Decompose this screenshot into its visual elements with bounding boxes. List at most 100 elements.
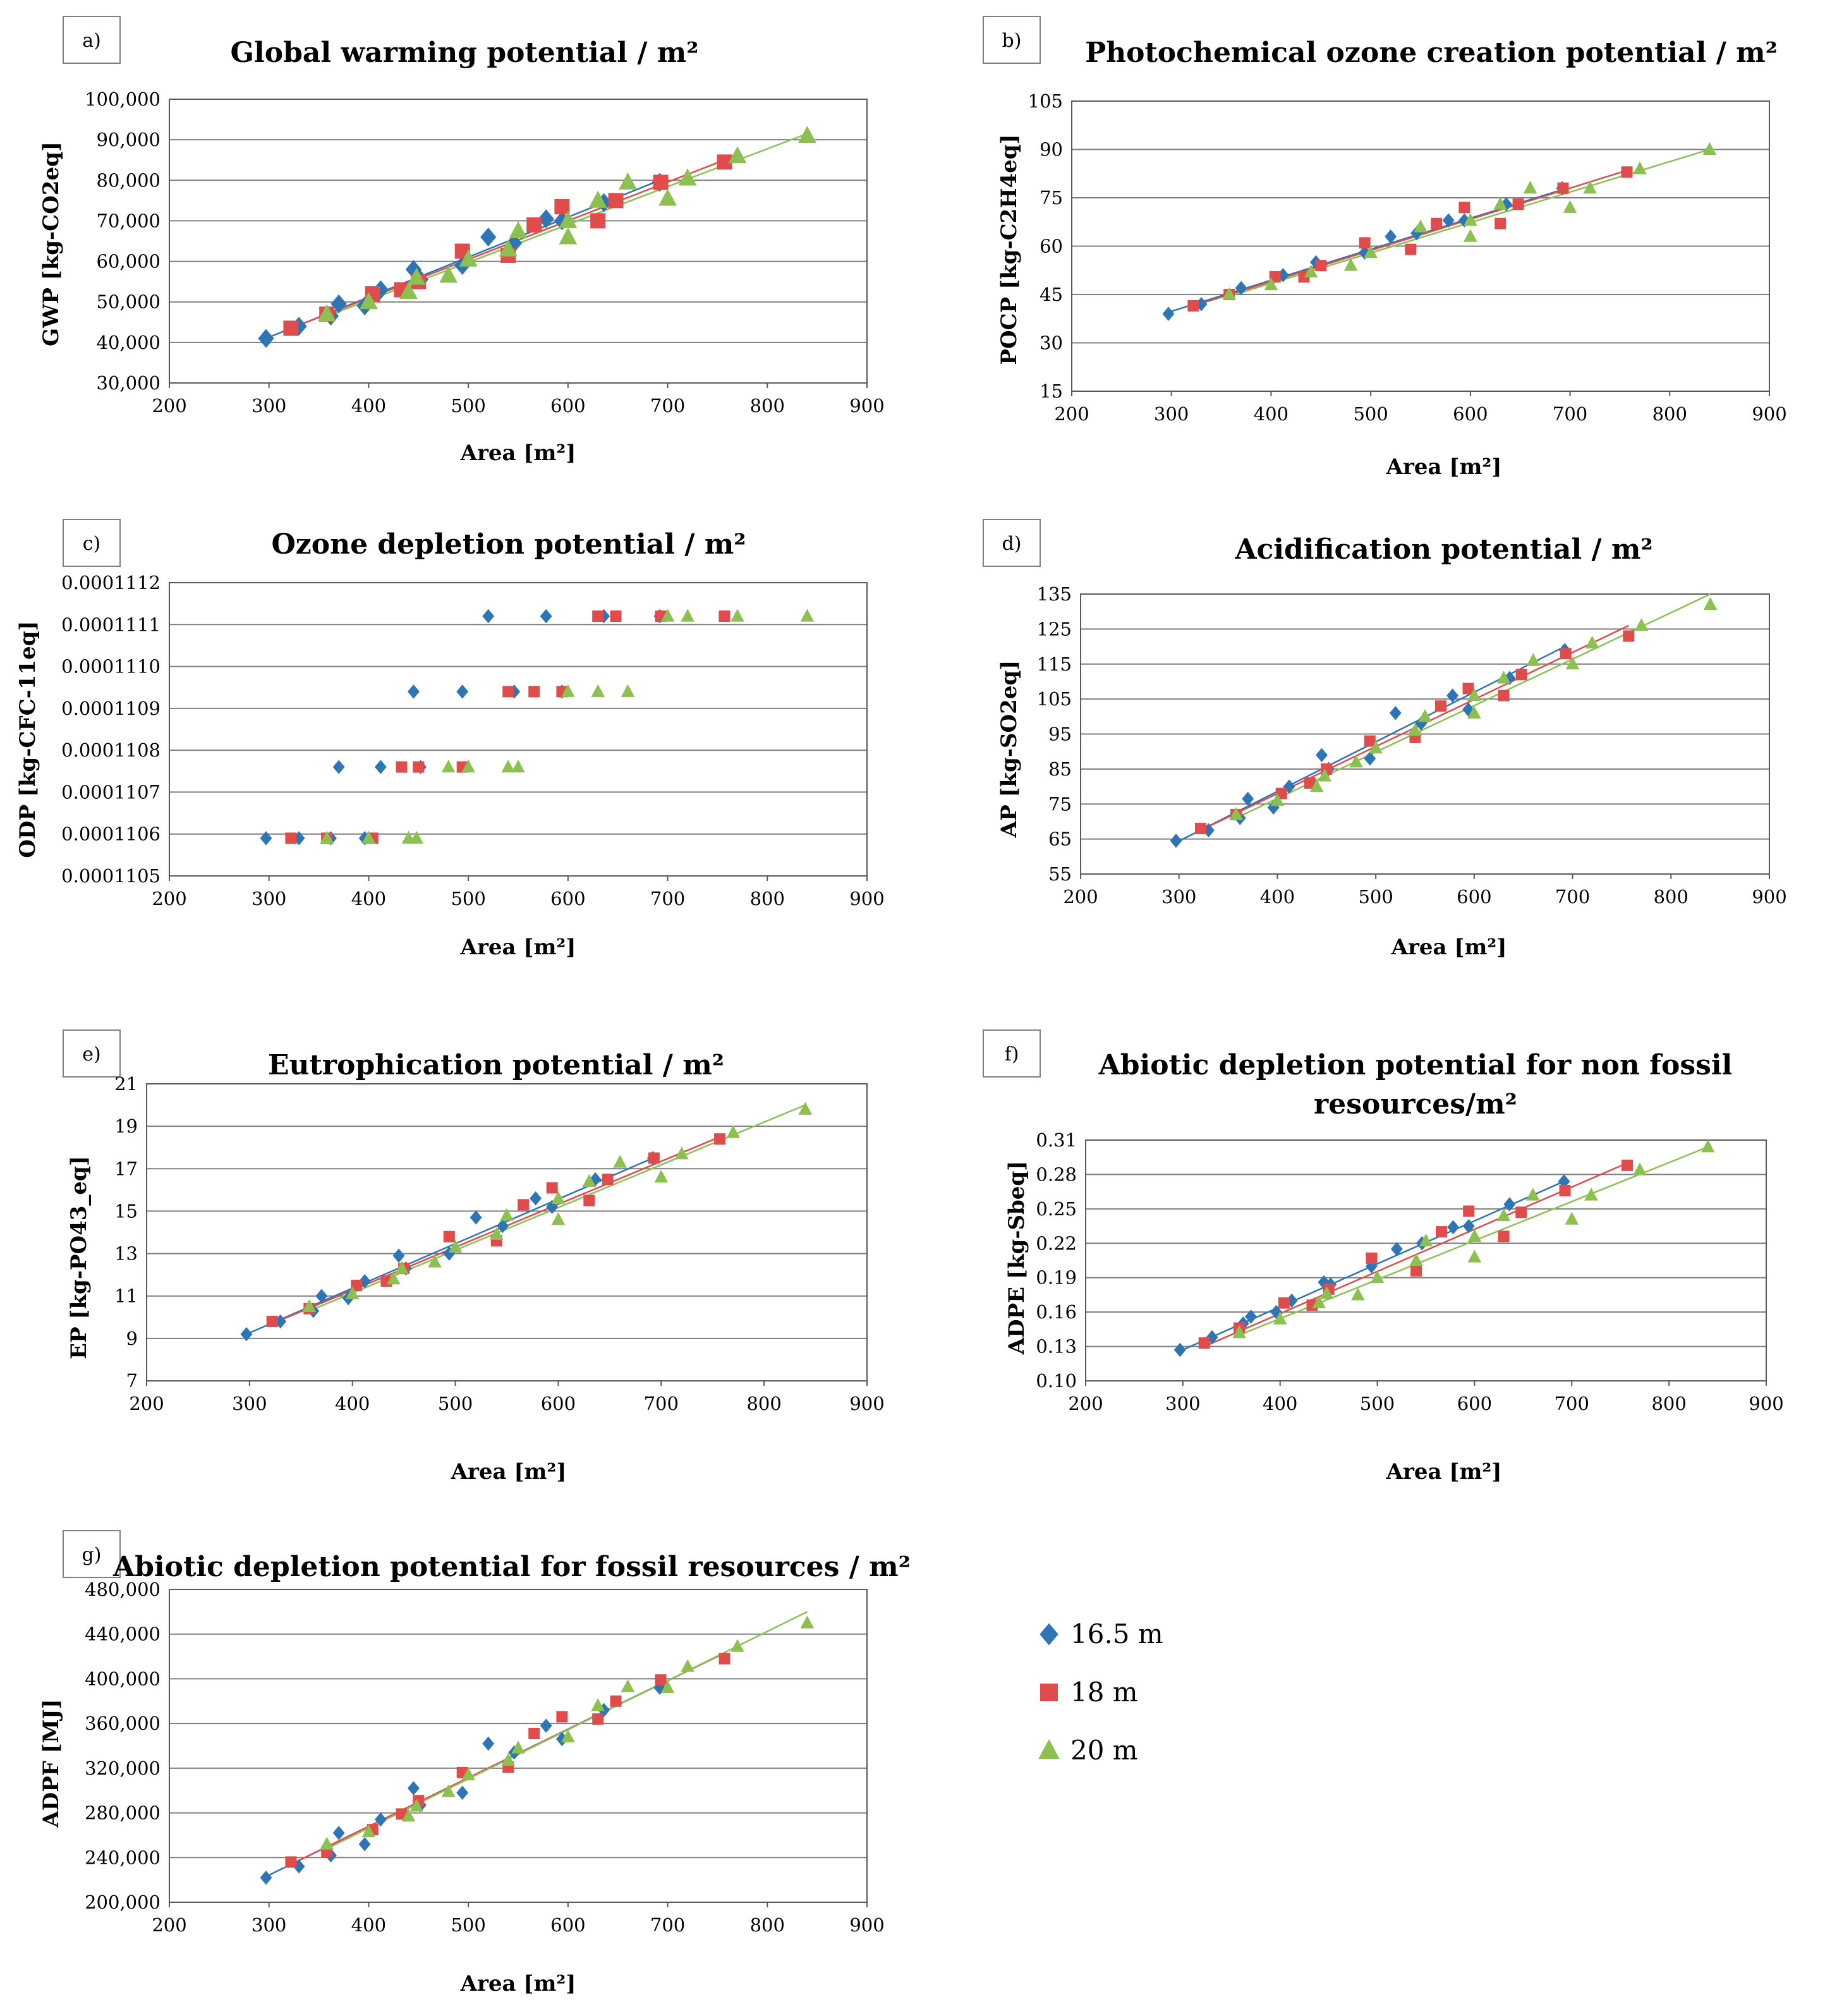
data-point-square	[714, 1133, 726, 1145]
plot-area-f: 0.10 0.13 0.16 0.19 0.22 0.25 0.28 0.31 200 300 40…	[1036, 1129, 1783, 1414]
legend-marker-20m	[1038, 1739, 1060, 1759]
data-point-diamond	[407, 684, 420, 699]
data-point-square	[351, 1279, 363, 1291]
data-point-triangle	[660, 609, 675, 622]
x-tick-label: 600	[1453, 403, 1488, 425]
panel-label-box-c	[63, 519, 121, 567]
y-axis-label-c: ODP [kg-CFC-11eq]	[15, 621, 40, 858]
data-point-triangle	[619, 172, 637, 190]
data-point-triangle	[591, 684, 605, 697]
panel-label-d: d)	[1002, 533, 1022, 555]
data-point-triangle	[1634, 618, 1649, 631]
y-tick-label: 360,000	[85, 1713, 161, 1734]
data-point-square	[546, 1182, 558, 1194]
data-point-triangle	[409, 1799, 423, 1812]
x-tick-label: 600	[1457, 1393, 1492, 1414]
y-tick-label: 75	[1040, 187, 1063, 209]
data-point-square	[285, 1856, 297, 1868]
y-tick-label: 480,000	[85, 1579, 161, 1600]
data-point-diamond	[258, 329, 274, 348]
data-point-triangle	[1701, 1139, 1715, 1153]
data-point-square	[1557, 182, 1569, 194]
data-point-triangle	[1523, 181, 1537, 194]
data-point-triangle	[1464, 213, 1477, 226]
data-point-triangle	[1408, 723, 1422, 736]
y-tick-label: 45	[1040, 284, 1063, 305]
data-point-diamond	[540, 1718, 552, 1733]
y-tick-label: 90,000	[97, 129, 161, 150]
x-tick-label: 400	[1263, 1393, 1297, 1414]
data-point-triangle	[407, 267, 426, 285]
data-point-square	[1431, 217, 1443, 229]
y-tick-label: 0.0001106	[61, 823, 161, 845]
legend-label-20m: 20 m	[1070, 1735, 1138, 1766]
x-tick-label: 400	[351, 888, 386, 909]
data-point-triangle	[1418, 709, 1432, 722]
data-point-square	[1463, 1205, 1475, 1217]
x-tick-label: 500	[1360, 1393, 1395, 1414]
data-point-triangle	[613, 1155, 627, 1168]
y-tick-label: 0.22	[1036, 1232, 1077, 1254]
data-point-diamond	[1410, 226, 1423, 241]
data-point-diamond	[1447, 1220, 1460, 1235]
y-tick-label: 0.25	[1036, 1198, 1077, 1220]
data-point-triangle	[428, 1254, 442, 1268]
data-point-diamond	[470, 1210, 482, 1225]
legend-label-16-5m: 16.5 m	[1070, 1618, 1163, 1649]
data-point-diamond	[1173, 1342, 1186, 1357]
y-tick-label: 105	[1028, 90, 1063, 112]
plot-border	[169, 1589, 868, 1903]
y-tick-label: 40,000	[97, 332, 161, 353]
y-tick-label: 15	[114, 1200, 138, 1222]
x-tick-label: 200	[1068, 1393, 1103, 1414]
y-tick-label: 0.0001107	[61, 781, 161, 803]
data-point-diamond	[332, 1826, 345, 1840]
data-point-triangle	[1496, 1208, 1511, 1222]
data-point-triangle	[1633, 161, 1647, 174]
data-point-square	[1512, 198, 1524, 210]
data-point-triangle	[345, 1286, 360, 1299]
data-point-triangle	[726, 1125, 741, 1138]
data-point-triangle	[1583, 181, 1597, 194]
x-tick-label: 800	[1651, 1393, 1686, 1414]
y-tick-label: 0.31	[1036, 1129, 1077, 1151]
y-tick-label: 280,000	[85, 1802, 161, 1824]
data-point-triangle	[361, 830, 376, 844]
data-point-triangle	[1703, 597, 1718, 610]
legend-label-18m: 18 m	[1070, 1677, 1138, 1708]
y-axis-label-f: ADPE [kg-Sbeq]	[1004, 1161, 1029, 1356]
data-point-square	[1458, 202, 1470, 214]
data-point-square	[1410, 1265, 1422, 1277]
x-tick-label: 300	[252, 1914, 286, 1936]
y-tick-label: 0.13	[1036, 1336, 1077, 1357]
data-point-triangle	[1229, 807, 1243, 820]
data-point-diamond	[538, 209, 554, 229]
x-tick-label: 400	[1254, 403, 1288, 425]
data-point-triangle	[461, 1767, 475, 1781]
x-tick-label: 900	[849, 888, 884, 909]
y-axis-label-b: POCP [kg-C2H4eq]	[997, 134, 1022, 365]
data-point-square	[1194, 823, 1206, 835]
data-point-diamond	[540, 609, 552, 624]
data-point-square	[283, 320, 299, 336]
x-tick-label: 300	[252, 395, 286, 416]
data-point-triangle	[302, 1299, 317, 1313]
data-point-square	[655, 1674, 667, 1686]
data-point-triangle	[1318, 768, 1331, 782]
data-point-triangle	[509, 221, 528, 238]
y-tick-label: 0.0001108	[61, 739, 161, 761]
plot-border	[169, 582, 868, 877]
data-point-diamond	[1364, 751, 1376, 766]
y-tick-label: 30,000	[97, 372, 161, 394]
panel-label-f: f)	[1005, 1043, 1019, 1066]
data-point-diamond	[1316, 748, 1328, 762]
panel-f: f) Abiotic depletion potential for non f…	[983, 1029, 1784, 1485]
plot-area-b: 15 30 45 60 75 90 105 200 300 400 500 600 700 800 900	[1028, 90, 1787, 425]
data-point-triangle	[621, 684, 635, 697]
y-tick-label: 60,000	[97, 251, 161, 272]
x-tick-label: 300	[1154, 403, 1189, 425]
data-point-triangle	[588, 190, 607, 208]
data-point-triangle	[320, 830, 334, 844]
data-point-triangle	[1464, 229, 1477, 242]
data-point-square	[718, 610, 731, 622]
